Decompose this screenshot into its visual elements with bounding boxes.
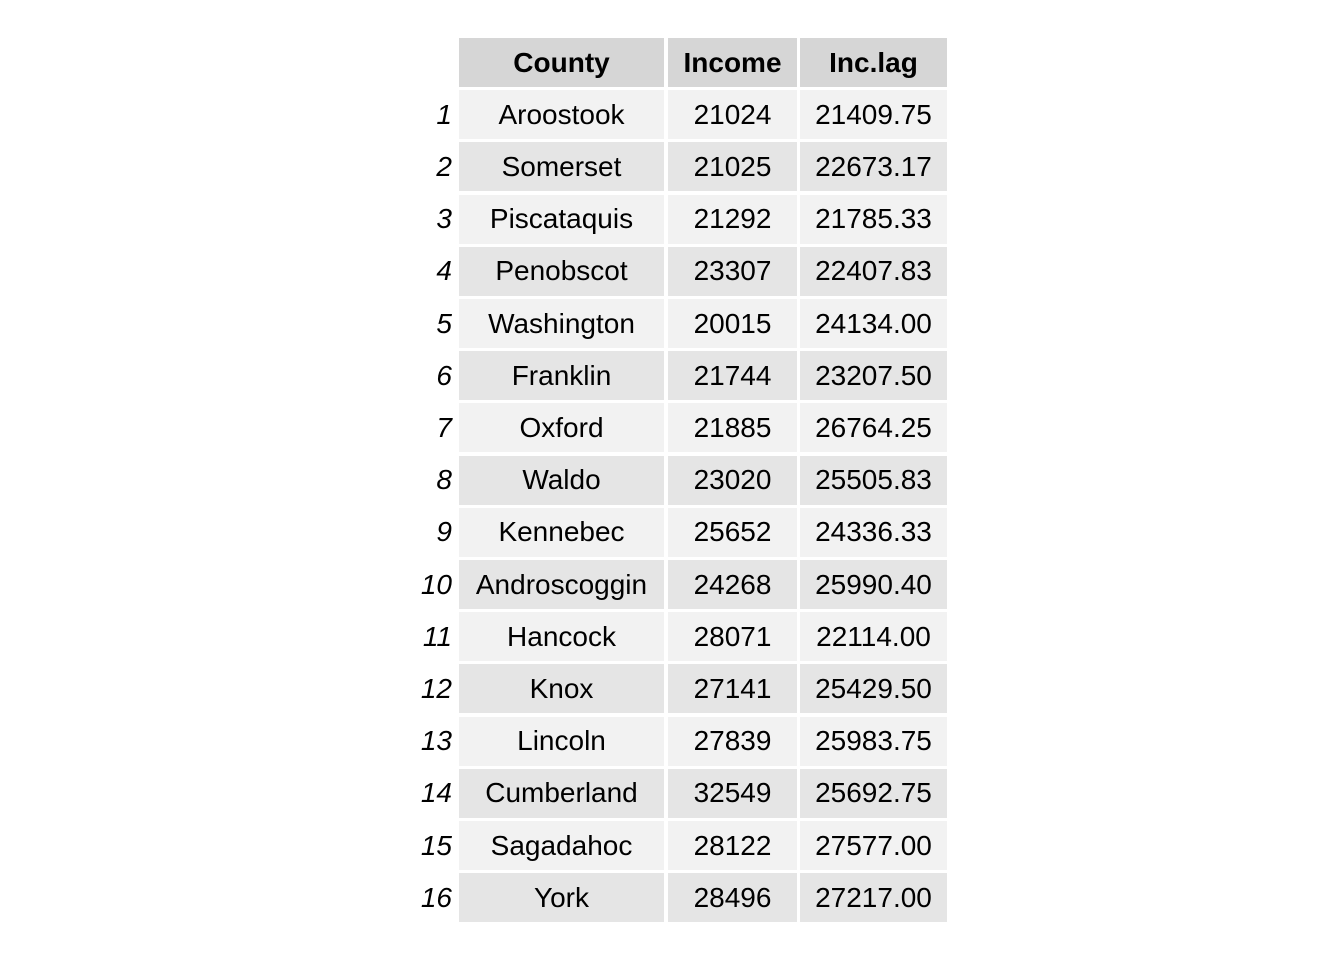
table-cell-county: Aroostook (459, 90, 664, 140)
table-cell-inc-lag: 21409.75 (800, 90, 947, 140)
row-index: 3 (436, 203, 452, 235)
table-cell-county: Oxford (459, 403, 664, 453)
table-cell-county: Waldo (459, 455, 664, 505)
header-inc-lag: Inc.lag (800, 38, 947, 87)
row-index: 1 (436, 98, 452, 130)
table-cell-inc-lag: 22673.17 (800, 142, 947, 192)
row-index: 6 (436, 359, 452, 391)
table-cell-income: 21024 (668, 90, 797, 140)
table-cell-income: 21744 (668, 351, 797, 401)
table-cell-inc-lag: 25505.83 (800, 455, 947, 505)
table-cell-income: 21025 (668, 142, 797, 192)
row-index: 5 (436, 307, 452, 339)
table-cell-county: Androscoggin (459, 560, 664, 609)
table-cell-income: 23307 (668, 246, 797, 296)
table-cell-inc-lag: 21785.33 (800, 194, 947, 244)
table-cell-county: Penobscot (459, 246, 664, 296)
row-index: 8 (436, 464, 452, 496)
row-index: 7 (436, 411, 452, 443)
row-index: 14 (420, 777, 452, 809)
table-cell-income: 28071 (668, 612, 797, 662)
table-cell-county: York (459, 873, 664, 923)
row-index: 9 (436, 516, 452, 548)
table-cell-income: 21885 (668, 403, 797, 453)
table-cell-income: 20015 (668, 299, 797, 348)
table-cell-county: Franklin (459, 351, 664, 401)
table-cell-county: Sagadahoc (459, 821, 664, 870)
table-cell-county: Somerset (459, 142, 664, 192)
table-cell-county: Kennebec (459, 507, 664, 557)
table-cell-income: 25652 (668, 507, 797, 557)
table-cell-county: Cumberland (459, 768, 664, 818)
row-index: 11 (422, 620, 452, 652)
table-cell-county: Lincoln (459, 716, 664, 766)
table-cell-income: 32549 (668, 768, 797, 818)
table-cell-county: Piscataquis (459, 194, 664, 244)
table-cell-inc-lag: 24134.00 (800, 299, 947, 348)
table-cell-income: 27839 (668, 716, 797, 766)
table-cell-county: Knox (459, 664, 664, 714)
table-cell-inc-lag: 25429.50 (800, 664, 947, 714)
table-cell-inc-lag: 25990.40 (800, 560, 947, 609)
table-cell-inc-lag: 22407.83 (800, 246, 947, 296)
row-index: 16 (420, 881, 452, 913)
row-index: 2 (436, 150, 452, 182)
table-cell-income: 27141 (668, 664, 797, 714)
table-cell-inc-lag: 22114.00 (800, 612, 947, 662)
header-county: County (459, 38, 664, 87)
table-cell-income: 28122 (668, 821, 797, 870)
row-index: 13 (420, 725, 452, 757)
table-cell-inc-lag: 24336.33 (800, 507, 947, 557)
table-cell-income: 28496 (668, 873, 797, 923)
row-index: 15 (420, 829, 452, 861)
row-index: 12 (420, 672, 452, 704)
table-cell-inc-lag: 23207.50 (800, 351, 947, 401)
table-cell-income: 23020 (668, 455, 797, 505)
table-cell-county: Hancock (459, 612, 664, 662)
table-cell-income: 24268 (668, 560, 797, 609)
table-cell-inc-lag: 25692.75 (800, 768, 947, 818)
table-cell-inc-lag: 27217.00 (800, 873, 947, 923)
row-index: 4 (436, 255, 452, 287)
table-cell-inc-lag: 25983.75 (800, 716, 947, 766)
table-cell-inc-lag: 27577.00 (800, 821, 947, 870)
table-cell-county: Washington (459, 299, 664, 348)
row-index: 10 (420, 568, 452, 600)
table-cell-inc-lag: 26764.25 (800, 403, 947, 453)
table-cell-income: 21292 (668, 194, 797, 244)
header-income: Income (668, 38, 797, 87)
